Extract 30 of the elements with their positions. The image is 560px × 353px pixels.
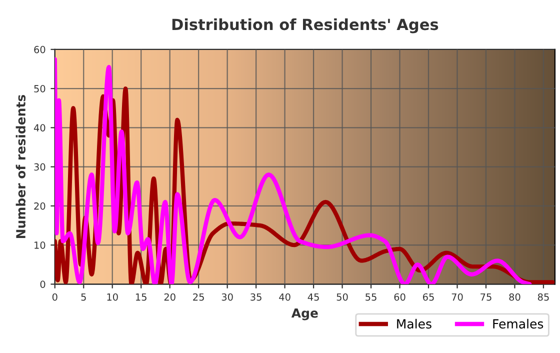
y-tick-label: 10 [34,242,46,249]
x-tick-label: 40 [279,293,290,301]
x-tick-label: 85 [538,293,549,301]
x-tick-label: 10 [107,293,118,301]
y-tick-label: 30 [34,163,46,171]
y-tick-label: 60 [34,46,46,54]
x-axis-title: Age [291,308,318,320]
chart-title: Distribution of Residents' Ages [172,18,438,34]
x-tick-label: 75 [480,293,492,301]
x-tick-label: 70 [452,293,463,301]
legend-label: Males [397,318,432,329]
y-tick-label: 40 [34,124,46,132]
x-tick-label: 55 [366,293,376,301]
x-tick-label: 45 [308,293,319,301]
x-tick-label: 15 [136,293,146,301]
x-tick-label: 80 [509,293,520,301]
y-axis-title: Number of residents [16,94,26,238]
x-tick-label: 50 [336,293,348,301]
x-tick-label: 30 [222,293,233,301]
x-tick-label: 35 [250,293,262,301]
y-tick-label: 20 [34,202,46,210]
x-tick-label: 60 [394,293,406,301]
legend-label: Females [493,318,544,329]
x-tick-label: 65 [422,293,434,301]
x-tick-label: 5 [81,293,86,301]
y-tick-label: 0 [40,280,46,288]
y-tick-label: 50 [34,85,46,92]
x-tick-label: 20 [164,293,176,301]
x-tick-label: 25 [193,293,204,301]
x-tick-label: 0 [52,293,58,301]
